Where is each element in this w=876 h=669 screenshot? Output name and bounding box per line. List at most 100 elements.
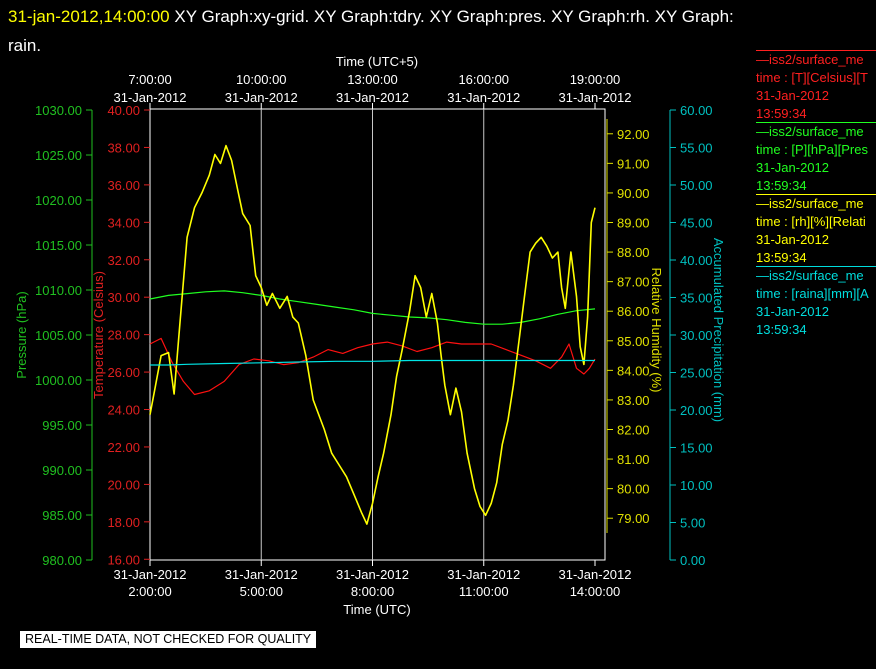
rain-tick-label: 40.00 — [680, 253, 713, 268]
legend-time: 13:59:34 — [756, 106, 807, 121]
rh-tick-label: 92.00 — [617, 127, 650, 142]
legend-name: —iss2/surface_me — [756, 196, 864, 211]
axes-layer: 31-Jan-2012 2:00:00 31-Jan-2012 5:00:00 31-J… — [14, 54, 726, 617]
temperature-tick-label: 22.00 — [107, 440, 140, 455]
x-top-tick-date: 31-Jan-2012 — [559, 90, 632, 105]
pressure-tick-label: 1015.00 — [35, 238, 82, 253]
legend-date: 31-Jan-2012 — [756, 160, 829, 175]
temperature-tick-label: 38.00 — [107, 140, 140, 155]
pressure-axis-label: Pressure (hPa) — [14, 291, 29, 378]
x-top-tick-time: 13:00:00 — [347, 72, 398, 87]
x-top-tick-date: 31-Jan-2012 — [114, 90, 187, 105]
rain-tick-label: 35.00 — [680, 291, 713, 306]
legend-label: time : [raina][mm][A — [756, 286, 869, 301]
legend-label: time : [P][hPa][Pres — [756, 142, 868, 157]
x-top-tick-date: 31-Jan-2012 — [336, 90, 409, 105]
legend-date: 31-Jan-2012 — [756, 232, 829, 247]
temperature-tick-label: 28.00 — [107, 328, 140, 343]
rh-tick-label: 79.00 — [617, 511, 650, 526]
pressure-tick-label: 1020.00 — [35, 193, 82, 208]
x-top-tick-time: 16:00:00 — [458, 72, 509, 87]
x-tick-time: 8:00:00 — [351, 584, 394, 599]
temperature-tick-label: 36.00 — [107, 178, 140, 193]
rh-tick-label: 82.00 — [617, 423, 650, 438]
rain-tick-label: 15.00 — [680, 441, 713, 456]
rh-tick-label: 84.00 — [617, 363, 650, 378]
pressure-tick-label: 1010.00 — [35, 283, 82, 298]
x-tick-date: 31-Jan-2012 — [114, 567, 187, 582]
legend-entry: —iss2/surface_me time : [raina][mm][A 31-J… — [756, 266, 876, 339]
rain-tick-label: 25.00 — [680, 366, 713, 381]
rain-tick-label: 10.00 — [680, 478, 713, 493]
quality-warning: REAL-TIME DATA, NOT CHECKED FOR QUALITY — [20, 631, 317, 648]
rh-tick-label: 80.00 — [617, 482, 650, 497]
temperature-axis-label: Temperature (Celsius) — [91, 271, 106, 399]
legend-time: 13:59:34 — [756, 250, 807, 265]
x-tick-time: 11:00:00 — [459, 584, 509, 599]
rain-series-line — [150, 359, 595, 366]
x-tick-date: 31-Jan-2012 — [447, 567, 520, 582]
temperature-tick-label: 20.00 — [107, 477, 140, 492]
grid-lines — [260, 109, 485, 560]
rain-tick-label: 55.00 — [680, 141, 713, 156]
temperature-tick-label: 24.00 — [107, 403, 140, 418]
x-tick-time: 14:00:00 — [570, 584, 621, 599]
pressure-tick-label: 1005.00 — [35, 328, 82, 343]
rh-tick-label: 88.00 — [617, 245, 650, 260]
temperature-tick-label: 40.00 — [107, 103, 140, 118]
rain-tick-label: 50.00 — [680, 178, 713, 193]
pressure-tick-label: 1025.00 — [35, 148, 82, 163]
x-tick-date: 31-Jan-2012 — [336, 567, 409, 582]
x-tick-date: 31-Jan-2012 — [559, 567, 632, 582]
legend-label: time : [rh][%][Relati — [756, 214, 866, 229]
x-tick-date: 31-Jan-2012 — [225, 567, 298, 582]
plot-area — [149, 108, 606, 561]
pressure-tick-label: 980.00 — [42, 553, 82, 568]
x-top-tick-time: 10:00:00 — [236, 72, 287, 87]
pressure-tick-label: 995.00 — [42, 418, 82, 433]
rh-tick-label: 87.00 — [617, 275, 650, 290]
rh-tick-label: 89.00 — [617, 216, 650, 231]
temperature-tick-label: 26.00 — [107, 365, 140, 380]
graph-title: 31-jan-2012,14:00:00 XY Graph:xy-grid. X… — [8, 2, 858, 60]
series-layer — [149, 144, 596, 525]
rain-tick-label: 20.00 — [680, 403, 713, 418]
rh-axis-label: Relative Humidity (%) — [649, 268, 664, 393]
x-top-tick-time: 19:00:00 — [570, 72, 621, 87]
title-graphs-continued: rain. — [8, 36, 42, 55]
rh-tick-label: 91.00 — [617, 156, 650, 171]
title-datetime: 31-jan-2012,14:00:00 — [8, 7, 170, 26]
x-top-tick-time: 7:00:00 — [128, 72, 171, 87]
temperature-tick-label: 30.00 — [107, 290, 140, 305]
temperature-tick-label: 16.00 — [107, 552, 140, 567]
legend-name: —iss2/surface_me — [756, 52, 864, 67]
legend-time: 13:59:34 — [756, 178, 807, 193]
temperature-series-line — [149, 337, 596, 396]
temperature-tick-label: 34.00 — [107, 215, 140, 230]
temperature-tick-label: 18.00 — [107, 515, 140, 530]
legend-name: —iss2/surface_me — [756, 268, 864, 283]
rh-tick-label: 81.00 — [617, 452, 650, 467]
pressure-tick-label: 985.00 — [42, 508, 82, 523]
pressure-tick-label: 1000.00 — [35, 373, 82, 388]
temperature-tick-label: 32.00 — [107, 253, 140, 268]
rh-tick-label: 90.00 — [617, 186, 650, 201]
x-top-axis-label: Time (UTC+5) — [336, 54, 418, 69]
rh-tick-label: 85.00 — [617, 334, 650, 349]
x-axis-label: Time (UTC) — [343, 602, 410, 617]
title-graphs: XY Graph:xy-grid. XY Graph:tdry. XY Grap… — [174, 7, 734, 26]
x-tick-time: 5:00:00 — [240, 584, 283, 599]
legend-date: 31-Jan-2012 — [756, 88, 829, 103]
pressure-tick-label: 990.00 — [42, 463, 82, 478]
x-top-tick-date: 31-Jan-2012 — [447, 90, 520, 105]
x-tick-time: 2:00:00 — [128, 584, 171, 599]
rh-series-line — [149, 144, 596, 525]
legend-label: time : [T][Celsius][T — [756, 70, 868, 85]
rh-tick-label: 86.00 — [617, 304, 650, 319]
rain-tick-label: 45.00 — [680, 216, 713, 231]
rain-tick-label: 60.00 — [680, 103, 713, 118]
legend-entry: —iss2/surface_me time : [P][hPa][Pres 31-J… — [756, 122, 876, 195]
